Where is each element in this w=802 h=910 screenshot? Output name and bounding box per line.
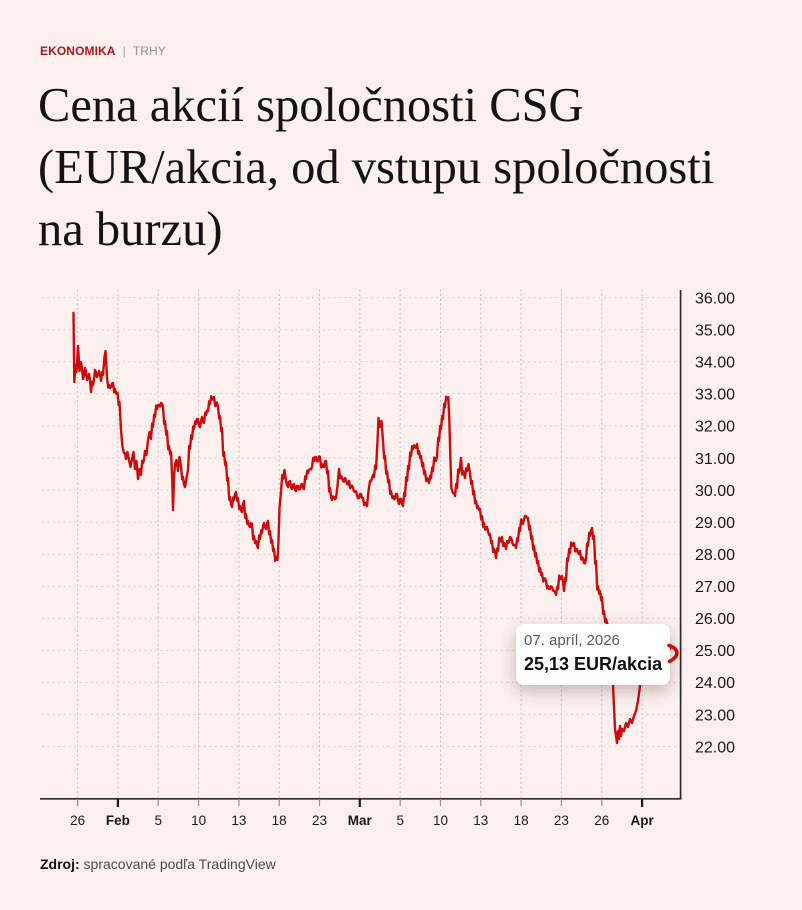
svg-text:33.00: 33.00 (695, 387, 735, 404)
svg-text:Mar: Mar (348, 813, 373, 828)
svg-text:18: 18 (272, 813, 287, 828)
svg-text:10: 10 (191, 813, 206, 828)
svg-text:34.00: 34.00 (695, 355, 735, 372)
svg-text:35.00: 35.00 (695, 323, 735, 340)
svg-text:36.00: 36.00 (695, 290, 735, 307)
svg-text:23.00: 23.00 (695, 707, 735, 724)
svg-text:26: 26 (70, 813, 85, 828)
svg-text:Apr: Apr (630, 813, 654, 828)
svg-text:5: 5 (396, 813, 404, 828)
svg-text:25.00: 25.00 (695, 643, 735, 660)
svg-text:13: 13 (473, 813, 488, 828)
svg-text:26: 26 (594, 813, 609, 828)
svg-text:32.00: 32.00 (695, 419, 735, 436)
svg-text:30.00: 30.00 (695, 483, 735, 500)
svg-text:31.00: 31.00 (695, 451, 735, 468)
svg-text:29.00: 29.00 (695, 515, 735, 532)
svg-text:26.00: 26.00 (695, 611, 735, 628)
svg-text:22.00: 22.00 (695, 739, 735, 756)
svg-text:28.00: 28.00 (695, 547, 735, 564)
svg-text:10: 10 (433, 813, 448, 828)
svg-text:27.00: 27.00 (695, 579, 735, 596)
svg-text:13: 13 (231, 813, 246, 828)
svg-text:23: 23 (312, 813, 327, 828)
svg-text:Feb: Feb (106, 813, 130, 828)
svg-text:5: 5 (154, 813, 162, 828)
svg-text:18: 18 (514, 813, 529, 828)
svg-text:23: 23 (554, 813, 569, 828)
svg-text:24.00: 24.00 (695, 675, 735, 692)
